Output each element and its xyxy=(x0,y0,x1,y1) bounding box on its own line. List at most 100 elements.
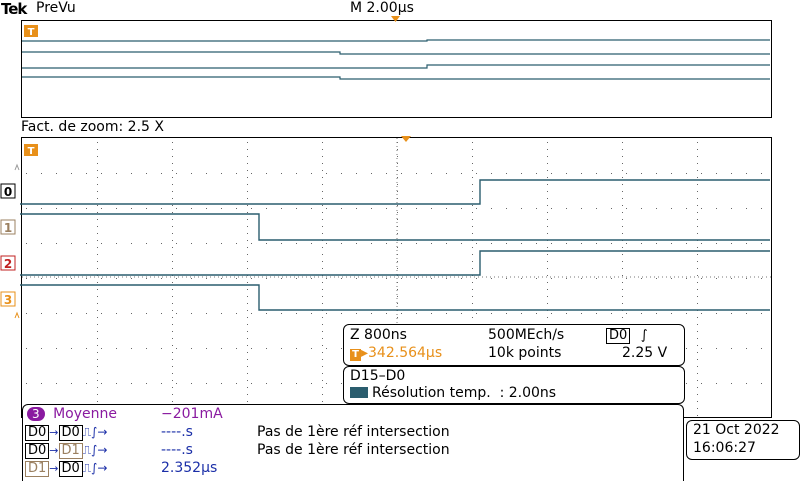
grid-dot xyxy=(247,191,248,192)
grid-dot xyxy=(247,324,248,325)
grid-dot xyxy=(176,313,177,314)
grid-dot xyxy=(521,208,522,209)
trigger-source[interactable]: D0 ∫ xyxy=(606,327,648,344)
grid-dot xyxy=(172,268,173,269)
grid-dot xyxy=(431,173,432,174)
grid-dot xyxy=(386,313,387,314)
time: 16:06:27 xyxy=(693,440,756,456)
grid-dot xyxy=(101,383,102,384)
grid-dot xyxy=(547,261,548,262)
grid-dot xyxy=(547,247,548,248)
grid-dot xyxy=(26,278,27,279)
grid-dot xyxy=(206,383,207,384)
grid-dot xyxy=(472,177,473,178)
grid-dot xyxy=(697,177,698,178)
grid-dot xyxy=(172,338,173,339)
grid-dot xyxy=(622,247,623,248)
grid-dot xyxy=(341,243,342,244)
grid-dot xyxy=(697,394,698,395)
grid-dot xyxy=(622,275,623,276)
grid-dot xyxy=(697,303,698,304)
grid-dot xyxy=(176,243,177,244)
grid-dot xyxy=(322,289,323,290)
grid-dot xyxy=(491,173,492,174)
grid-dot xyxy=(322,338,323,339)
grid-dot xyxy=(716,208,717,209)
grid-dot xyxy=(341,278,342,279)
grid-dot xyxy=(221,313,222,314)
grid-dot xyxy=(97,387,98,388)
grid-dot xyxy=(322,177,323,178)
grid-dot xyxy=(491,313,492,314)
grid-dot xyxy=(547,212,548,213)
grid-dot xyxy=(247,310,248,311)
measurement-row-3[interactable]: D1 → D0 ⎍∫→ xyxy=(25,460,108,477)
grid-dot xyxy=(322,219,323,220)
grid-dot xyxy=(86,278,87,279)
grid-dot xyxy=(401,173,402,174)
grid-dot xyxy=(697,359,698,360)
grid-dot xyxy=(697,338,698,339)
grid-dot xyxy=(172,387,173,388)
grid-dot xyxy=(97,261,98,262)
grid-dot xyxy=(281,383,282,384)
grid-dot xyxy=(172,163,173,164)
grid-dot xyxy=(191,383,192,384)
grid-dot xyxy=(247,163,248,164)
grid-dot xyxy=(397,177,398,178)
grid-dot xyxy=(176,383,177,384)
grid-dot xyxy=(172,394,173,395)
grid-dot xyxy=(697,170,698,171)
grid-dot xyxy=(697,366,698,367)
grid-dot xyxy=(622,156,623,157)
grid-dot xyxy=(746,348,747,349)
grid-dot xyxy=(416,173,417,174)
grid-dot xyxy=(697,324,698,325)
grid-dot xyxy=(697,401,698,402)
grid-dot xyxy=(472,142,473,143)
grid-dot xyxy=(71,208,72,209)
grid-dot xyxy=(547,170,548,171)
grid-dot xyxy=(686,313,687,314)
grid-dot xyxy=(172,289,173,290)
grid-dot xyxy=(41,208,42,209)
grid-dot xyxy=(191,243,192,244)
grid-dot xyxy=(547,177,548,178)
grid-dot xyxy=(326,173,327,174)
grid-dot xyxy=(476,243,477,244)
grid-dot xyxy=(547,184,548,185)
grid-dot xyxy=(296,208,297,209)
grid-dot xyxy=(172,247,173,248)
grid-dot xyxy=(172,156,173,157)
grid-dot xyxy=(521,313,522,314)
trace-d1 xyxy=(20,213,770,241)
grid-dot xyxy=(247,289,248,290)
grid-dot xyxy=(506,243,507,244)
grid-dot xyxy=(311,383,312,384)
grid-dot xyxy=(547,289,548,290)
grid-dot xyxy=(56,208,57,209)
grid-dot xyxy=(322,170,323,171)
grid-dot xyxy=(716,313,717,314)
measurement-row-2[interactable]: D0 → D1 ⎍∫→ xyxy=(25,442,108,459)
measurement-row-1[interactable]: D0 → D0 ⎍∫→ xyxy=(25,424,108,441)
grid-dot xyxy=(697,387,698,388)
grid-dot xyxy=(761,383,762,384)
timebase-readout[interactable]: M 2.00µs xyxy=(350,0,414,16)
grid-dot xyxy=(671,243,672,244)
grid-dot xyxy=(686,278,687,279)
grid-dot xyxy=(172,219,173,220)
grid-dot xyxy=(472,268,473,269)
grid-dot xyxy=(176,278,177,279)
datetime-panel: 21 Oct 2022 16:06:27 xyxy=(686,420,800,460)
grid-dot xyxy=(547,226,548,227)
grid-dot xyxy=(322,163,323,164)
measurement-ch3-row[interactable]: 3 Moyenne xyxy=(27,406,117,422)
trigger-source-badge: D0 xyxy=(606,328,631,344)
grid-dot xyxy=(266,208,267,209)
grid-dot xyxy=(746,278,747,279)
grid-dot xyxy=(131,243,132,244)
grid-dot xyxy=(97,247,98,248)
grid-dot xyxy=(697,373,698,374)
grid-dot xyxy=(401,243,402,244)
